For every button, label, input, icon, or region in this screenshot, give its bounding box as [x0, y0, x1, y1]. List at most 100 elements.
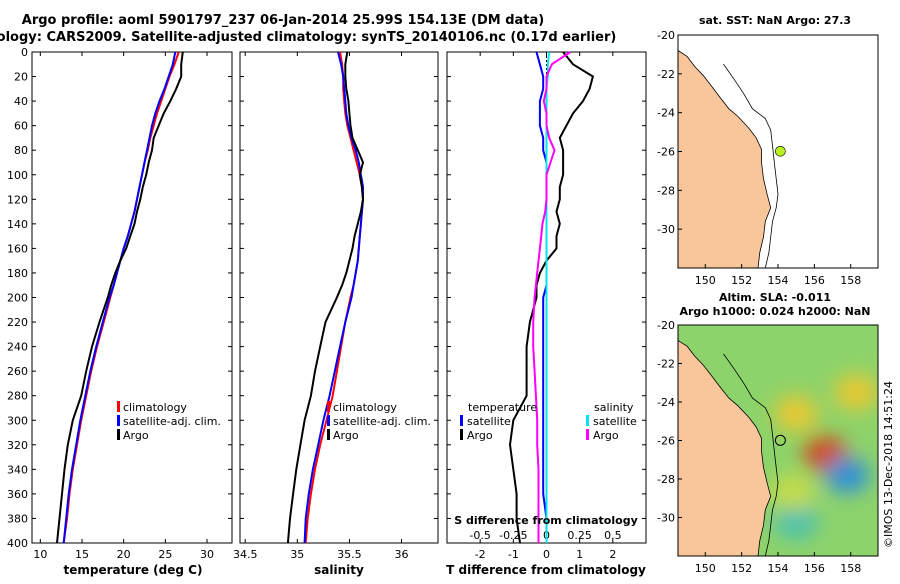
isobath-contour — [723, 353, 779, 557]
map-x-tick-label: 156 — [804, 562, 825, 575]
sla-cell — [825, 457, 870, 494]
y-tick-label: 180 — [7, 267, 28, 280]
salinity-legend: climatology satellite-adj. clim. Argo — [327, 401, 431, 442]
map-x-tick-label: 154 — [768, 562, 789, 575]
x-tick-label-t: -1 — [508, 548, 519, 561]
x-tick-label-t: -2 — [475, 548, 486, 561]
legend-swatch-argo — [327, 429, 330, 440]
map-x-tick-label: 152 — [731, 274, 752, 287]
y-tick-label: 120 — [7, 193, 28, 206]
t-argo-line — [508, 51, 595, 544]
legend-label-climatology: climatology — [333, 401, 397, 414]
temperature-xlabel: temperature (deg C) — [64, 563, 203, 577]
x-tick-label: 30 — [200, 548, 214, 561]
argo-line — [56, 51, 184, 544]
x-tick-label: 35 — [290, 548, 304, 561]
x-tick-label: 35.5 — [337, 548, 362, 561]
y-tick-label: 160 — [7, 242, 28, 255]
legend-swatch-s-satellite — [586, 415, 589, 426]
sla-cell — [834, 374, 878, 411]
y-tick-label: 60 — [14, 120, 28, 133]
legend-swatch-satellite — [327, 415, 330, 426]
map-x-tick-label: 158 — [840, 274, 861, 287]
y-tick-label: 360 — [7, 488, 28, 501]
difference-legend: temperature satellite Argo salinity sate… — [460, 401, 637, 442]
map-y-tick-label: -30 — [657, 512, 675, 525]
x-tick-label: 25 — [158, 548, 172, 561]
y-tick-label: 20 — [14, 71, 28, 84]
temperature-legend: climatology satellite-adj. clim. Argo — [117, 401, 221, 442]
sst-map-panel: -20 -22 -24 -26 -28 -30 150 152 154 156 158 — [657, 29, 879, 287]
s-argo-line — [532, 51, 571, 543]
legend-label-argo: Argo — [123, 429, 149, 442]
map-x-tick-label: 156 — [804, 274, 825, 287]
legend-title-salinity: salinity — [594, 401, 634, 414]
y-tick-label: 260 — [7, 365, 28, 378]
difference-xlabel: T difference from climatology — [446, 563, 646, 577]
legend-swatch-argo — [117, 429, 120, 440]
map-x-tick-label: 150 — [695, 562, 716, 575]
map-y-tick-label: -26 — [657, 435, 675, 448]
salinity-panel: 34.5 35 35.5 36 — [233, 51, 439, 561]
y-tick-label: 80 — [14, 144, 28, 157]
x-tick-label: 36 — [395, 548, 409, 561]
x-tick-label-t: 1 — [576, 548, 583, 561]
x-tick-label-t: 2 — [609, 548, 616, 561]
temperature-panel: 0 20 40 60 80 100 120 140 160 180 200 220 240 260 280 3… — [7, 46, 233, 561]
x-tick-label-s: 0.25 — [567, 529, 592, 542]
legend-swatch-t-argo — [460, 429, 463, 440]
y-tick-label: 40 — [14, 95, 28, 108]
map-y-tick-label: -20 — [657, 319, 675, 332]
map-y-tick-label: -24 — [657, 107, 675, 120]
y-tick-label: 380 — [7, 512, 28, 525]
legend-swatch-s-argo — [586, 429, 589, 440]
legend-label-s-satellite: satellite — [593, 415, 637, 428]
plot-frame — [239, 51, 439, 544]
salinity-xlabel: salinity — [314, 563, 364, 577]
y-tick-label: 280 — [7, 390, 28, 403]
argo-position-marker — [774, 434, 786, 446]
argo-line — [286, 51, 365, 544]
figure-title-line2: Climatology: CARS2009. Satellite-adjuste… — [0, 30, 616, 45]
sla-cell — [770, 474, 815, 511]
argo-position-marker — [775, 146, 786, 157]
map-x-tick-label: 150 — [695, 274, 716, 287]
x-tick-label-t: 0 — [543, 548, 550, 561]
legend-label-argo: Argo — [333, 429, 359, 442]
satellite-line — [62, 51, 177, 544]
sla-map-title1: Altim. SLA: -0.011 — [719, 291, 831, 304]
isobath-contour — [723, 63, 779, 269]
sla-field — [770, 374, 878, 540]
land — [677, 325, 772, 557]
x-tick-label: 34.5 — [233, 548, 258, 561]
map-y-tick-label: -24 — [657, 396, 675, 409]
map-x-tick-label: 154 — [768, 274, 789, 287]
map-y-tick-label: -30 — [657, 223, 675, 236]
y-tick-label: 200 — [7, 292, 28, 305]
y-tick-label: 140 — [7, 218, 28, 231]
legend-title-temperature: temperature — [468, 401, 537, 414]
sla-map-title2: Argo h1000: 0.024 h2000: NaN — [679, 305, 870, 318]
legend-swatch-t-satellite — [460, 415, 463, 426]
x-tick-label-s: -0.25 — [499, 529, 527, 542]
x-tick-label-s: 0.5 — [604, 529, 622, 542]
legend-label-climatology: climatology — [123, 401, 187, 414]
x-tick-label: 10 — [33, 548, 47, 561]
legend-swatch-climatology — [327, 401, 330, 412]
figure-title-line1: Argo profile: aoml 5901797_237 06-Jan-20… — [22, 13, 544, 28]
sla-map-panel: -20 -22 -24 -26 -28 -30 150 152 154 156 158 — [657, 319, 879, 575]
legend-label-t-satellite: satellite — [467, 415, 511, 428]
sst-map-title: sat. SST: NaN Argo: 27.3 — [699, 14, 851, 27]
legend-swatch-satellite — [117, 415, 120, 426]
y-tick-label: 300 — [7, 414, 28, 427]
legend-label-s-argo: Argo — [593, 429, 619, 442]
x-tick-label: 20 — [117, 548, 131, 561]
map-x-tick-label: 158 — [840, 562, 861, 575]
legend-label-t-argo: Argo — [467, 429, 493, 442]
difference-panel: -2 -1 0 1 2-0.5 -0.25 0 0.25 0.5 — [446, 51, 647, 561]
land — [677, 35, 772, 269]
y-tick-label: 400 — [7, 537, 28, 550]
map-y-tick-label: -22 — [657, 68, 675, 81]
sla-cell — [774, 503, 819, 540]
